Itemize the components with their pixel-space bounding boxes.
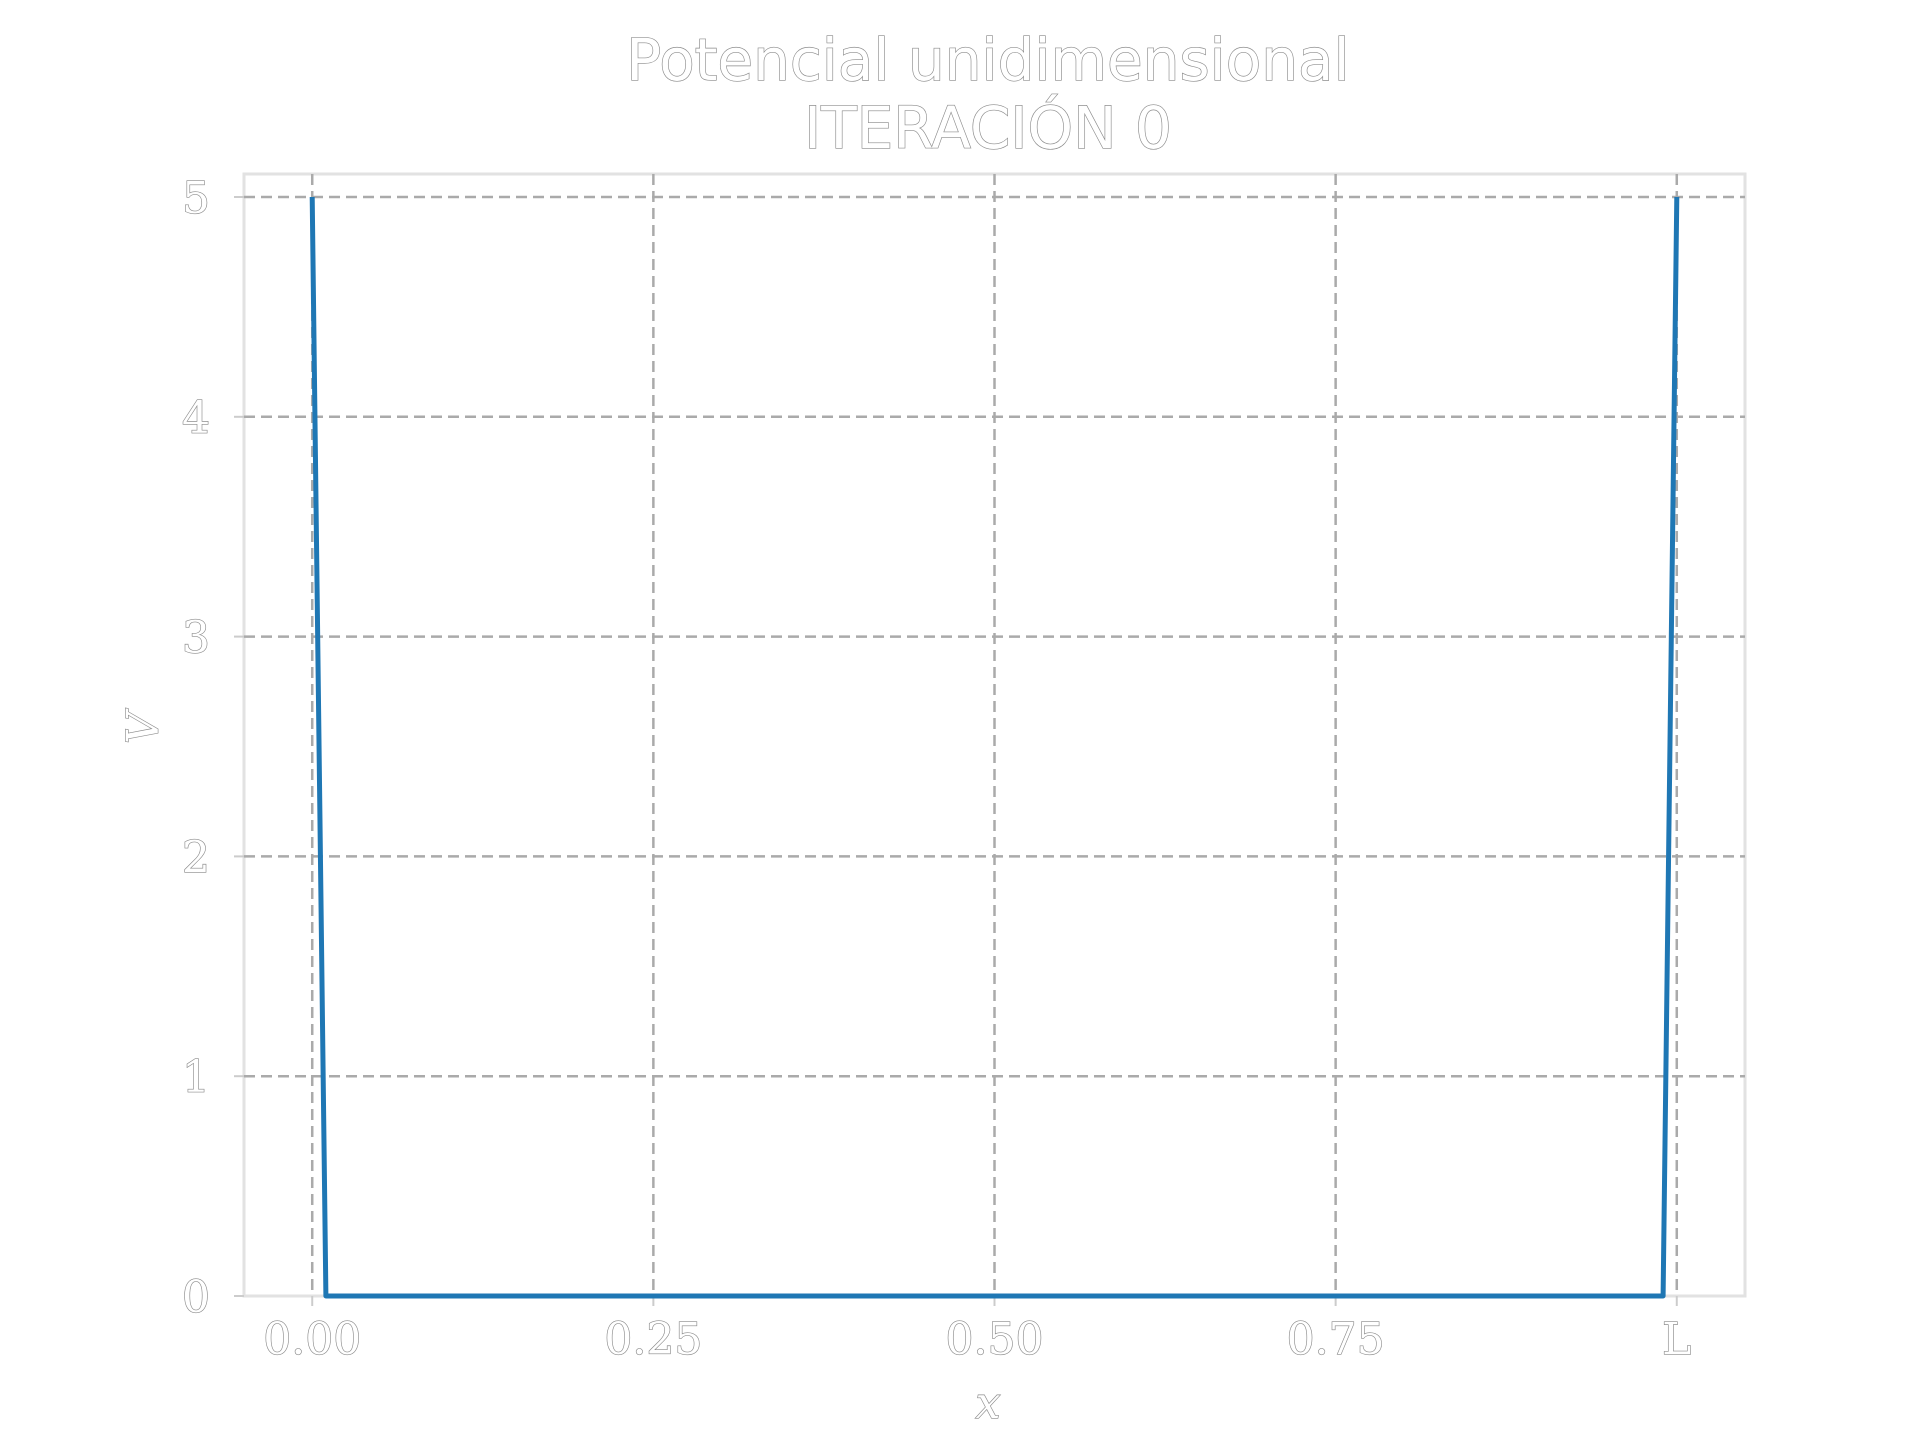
x-tick-label: 0.00 bbox=[263, 1314, 361, 1365]
chart-title: Potencial unidimensional bbox=[626, 26, 1349, 94]
plot-area: 0 1 2 3 4 5 0.00 0.25 0.50 0.75 L bbox=[181, 172, 1747, 1366]
y-tick-label: 5 bbox=[182, 173, 210, 224]
x-tick-label: 0.25 bbox=[604, 1314, 702, 1365]
y-axis-label: V bbox=[118, 708, 169, 744]
y-tick-label: 4 bbox=[182, 393, 210, 444]
x-tick-label: 0.75 bbox=[1287, 1314, 1385, 1365]
y-tick-label: 1 bbox=[182, 1052, 210, 1103]
x-tick-label: 0.50 bbox=[946, 1314, 1044, 1365]
chart-subtitle: ITERACIÓN 0 bbox=[804, 93, 1172, 162]
y-tick-label: 0 bbox=[182, 1272, 210, 1323]
y-tick-label: 2 bbox=[182, 832, 210, 883]
y-tick-label: 3 bbox=[182, 613, 210, 664]
series-line bbox=[309, 196, 1680, 1299]
x-axis-label: x bbox=[976, 1378, 1001, 1429]
x-tick-label: L bbox=[1662, 1314, 1691, 1365]
